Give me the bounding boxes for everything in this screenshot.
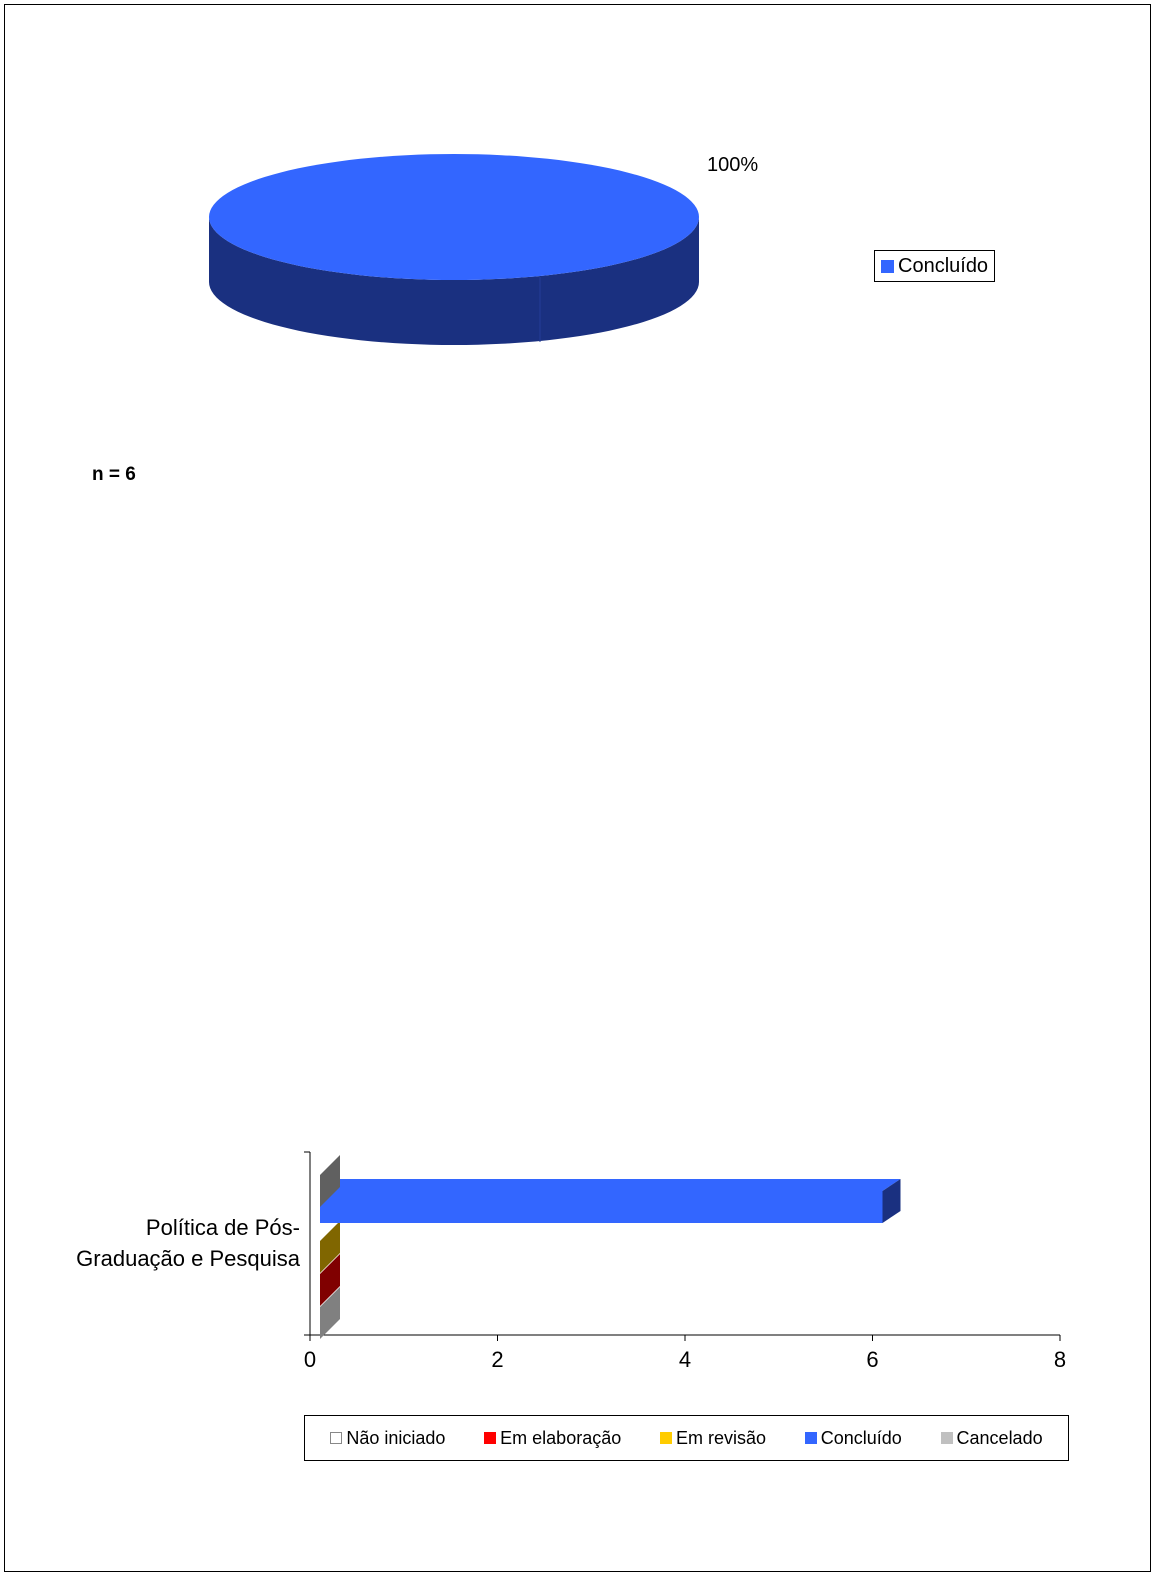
legend-item-em-revisao: Em revisão: [659, 1427, 766, 1449]
legend-item-concluido: Concluído: [804, 1427, 902, 1449]
category-line-2: Graduação e Pesquisa: [76, 1246, 300, 1271]
x-tick-label: 8: [1054, 1347, 1066, 1372]
legend-swatch: [804, 1432, 817, 1444]
bar-legend: Não iniciado Em elaboração Em revisão Co…: [304, 1415, 1069, 1461]
pie-slice-side: [209, 217, 699, 345]
pie-legend-label: Concluído: [898, 254, 989, 277]
legend-label: Cancelado: [956, 1427, 1043, 1448]
page-frame: [4, 4, 1151, 1572]
legend-label: Em revisão: [675, 1427, 766, 1448]
legend-label: Concluído: [820, 1427, 902, 1448]
x-tick-label: 6: [866, 1347, 878, 1372]
x-tick-label: 4: [679, 1347, 691, 1372]
x-tick-label: 2: [491, 1347, 503, 1372]
bar-conclu-do-top: [320, 1179, 901, 1191]
bar-conclu-do: [320, 1191, 883, 1223]
legend-swatch-concluido: [881, 259, 894, 273]
legend-label: Não iniciado: [346, 1427, 446, 1448]
x-tick-label: 0: [304, 1347, 316, 1372]
legend-swatch: [330, 1432, 343, 1444]
bar-n-o-iniciado: [320, 1287, 340, 1339]
category-line-1: Política de Pós-: [145, 1215, 300, 1240]
sample-size-label: n = 6: [92, 464, 136, 485]
legend-label: Em elaboração: [500, 1427, 622, 1448]
bar-cancelado: [320, 1155, 340, 1207]
pie-legend: Concluído: [874, 250, 996, 282]
legend-item-cancelado: Cancelado: [940, 1427, 1043, 1449]
legend-item-em-elaboracao: Em elaboração: [484, 1428, 621, 1449]
legend-item-nao-iniciado: Não iniciado: [330, 1428, 445, 1449]
bar-em-elabora-o: [320, 1254, 340, 1306]
legend-swatch: [940, 1432, 953, 1444]
pie-slice-concluido: [209, 154, 699, 280]
bar-category-label: Política de Pós- Graduação e Pesquisa: [30, 1212, 300, 1274]
legend-swatch: [659, 1432, 672, 1444]
bar-conclu-do-side: [882, 1179, 901, 1223]
legend-swatch: [484, 1432, 497, 1444]
bar-em-revis-o: [320, 1221, 340, 1273]
pie-data-label: 100%: [707, 154, 759, 176]
